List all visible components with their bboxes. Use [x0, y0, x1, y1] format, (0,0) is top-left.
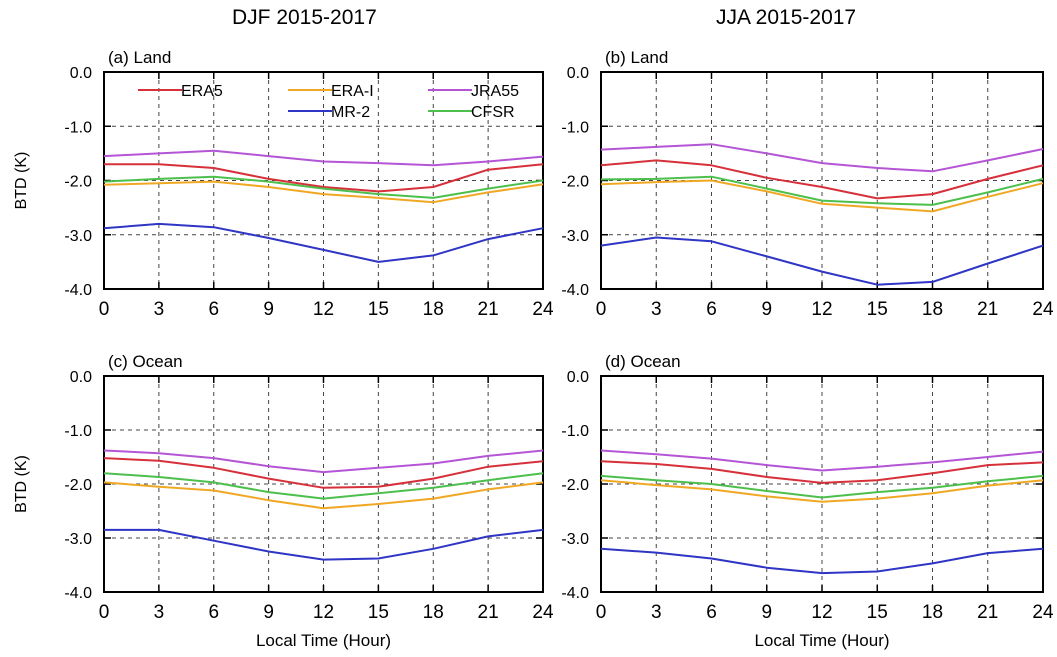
x-tick-label: 12 — [313, 602, 334, 623]
y-tick-label: -1.0 — [561, 119, 589, 136]
x-tick-label: 6 — [208, 299, 219, 320]
panel-d: 0 3 6 9 12 15 18 21 24 0.0 -1.0 -2.0 -3.0 -4.0 (d) Oce… — [561, 352, 1054, 650]
legend: ERA5 ERA-I JRA55 MR-2 CFSR — [138, 83, 519, 121]
series-line-cfsr — [103, 175, 544, 199]
y-tick-label: -4.0 — [64, 585, 92, 602]
x-tick-label: 9 — [263, 299, 274, 320]
x-tick-label: 18 — [423, 602, 444, 623]
y-axis-label: BTD (K) — [13, 455, 30, 513]
legend-label-jra55: JRA55 — [471, 83, 519, 100]
series-line-jra55 — [600, 143, 1044, 173]
x-tick-label: 15 — [867, 602, 888, 623]
series-line-mr-2 — [600, 236, 1044, 286]
x-tick-label: 24 — [532, 602, 554, 623]
y-tick-label: -2.0 — [64, 477, 92, 494]
y-tick-label: -3.0 — [561, 531, 589, 548]
x-tick-label: 21 — [977, 299, 998, 320]
x-tick-label: 3 — [154, 602, 165, 623]
panel-label: (a) Land — [108, 48, 171, 67]
series-line-era5 — [104, 163, 544, 193]
x-tick-label: 15 — [368, 602, 389, 623]
x-tick-label: 9 — [761, 299, 772, 320]
x-tick-label: 0 — [99, 602, 110, 623]
series-line-era-i — [600, 179, 1044, 213]
series-line-era5 — [103, 457, 544, 489]
series-line-cfsr — [600, 474, 1044, 499]
x-tick-label: 21 — [977, 602, 998, 623]
series-line-cfsr — [600, 175, 1044, 206]
panel-a: 0 3 6 9 12 15 18 21 24 0.0 -1.0 -2.0 -3.0 -4.0 (a) Lan… — [13, 48, 554, 320]
panel-b: 0 3 6 9 12 15 18 21 24 0.0 -1.0 -2.0 -3.0 -4.0 (b) Lan… — [561, 48, 1054, 320]
x-axis-label: Local Time (Hour) — [754, 631, 889, 650]
legend-label-era-i: ERA-I — [331, 83, 374, 100]
series-line-mr-2 — [103, 222, 544, 263]
panel-label: (b) Land — [605, 48, 668, 67]
y-tick-label: 0.0 — [567, 369, 589, 386]
x-tick-label: 0 — [596, 602, 607, 623]
x-axis-label: Local Time (Hour) — [256, 631, 391, 650]
y-tick-label: -2.0 — [561, 174, 589, 191]
series-line-jra55 — [103, 449, 544, 474]
y-tick-label: -2.0 — [64, 174, 92, 191]
panel-label: (d) Ocean — [605, 352, 681, 371]
y-tick-label: -4.0 — [64, 282, 92, 299]
y-tick-label: -3.0 — [561, 228, 589, 245]
legend-label-cfsr: CFSR — [471, 104, 515, 121]
series-line-jra55 — [600, 449, 1044, 472]
x-tick-label: 24 — [532, 299, 554, 320]
x-tick-label: 6 — [706, 299, 717, 320]
y-tick-label: 0.0 — [70, 369, 92, 386]
x-tick-label: 24 — [1032, 299, 1054, 320]
x-tick-label: 3 — [154, 299, 165, 320]
legend-label-mr-2: MR-2 — [331, 104, 370, 121]
x-tick-label: 24 — [1032, 602, 1054, 623]
x-tick-label: 9 — [761, 602, 772, 623]
y-tick-label: -1.0 — [64, 423, 92, 440]
x-tick-label: 12 — [313, 299, 334, 320]
y-tick-label: -1.0 — [561, 423, 589, 440]
x-tick-label: 21 — [478, 299, 499, 320]
y-tick-label: -4.0 — [561, 282, 589, 299]
x-tick-label: 12 — [811, 602, 832, 623]
series-line-era-i — [600, 479, 1044, 503]
series-line-era-i — [103, 180, 544, 204]
x-tick-label: 6 — [706, 602, 717, 623]
y-tick-label: 0.0 — [70, 65, 92, 82]
series-line-era5 — [600, 159, 1044, 200]
y-tick-label: -1.0 — [64, 119, 92, 136]
panel-label: (c) Ocean — [108, 352, 183, 371]
column-title-djf: DJF 2015-2017 — [232, 6, 377, 29]
y-tick-label: -4.0 — [561, 585, 589, 602]
x-tick-label: 3 — [651, 602, 662, 623]
x-tick-label: 3 — [651, 299, 662, 320]
y-tick-label: -3.0 — [64, 228, 92, 245]
x-tick-label: 12 — [811, 299, 832, 320]
series-line-jra55 — [103, 149, 544, 167]
x-tick-label: 15 — [368, 299, 389, 320]
x-tick-label: 18 — [922, 602, 943, 623]
series-line-cfsr — [103, 472, 544, 500]
column-title-jja: JJA 2015-2017 — [716, 6, 857, 29]
panel-c: 0 3 6 9 12 15 18 21 24 0.0 -1.0 -2.0 -3.0 -4.0 (c) Oce… — [13, 352, 554, 650]
x-tick-label: 15 — [867, 299, 888, 320]
y-tick-label: 0.0 — [567, 65, 589, 82]
y-axis-label: BTD (K) — [13, 152, 30, 210]
series-line-era5 — [600, 460, 1044, 484]
x-tick-label: 18 — [423, 299, 444, 320]
x-tick-label: 6 — [208, 602, 219, 623]
y-tick-label: -3.0 — [64, 531, 92, 548]
legend-label-era5: ERA5 — [181, 83, 223, 100]
series-line-mr-2 — [600, 547, 1044, 575]
x-tick-label: 9 — [263, 602, 274, 623]
y-tick-label: -2.0 — [561, 477, 589, 494]
x-tick-label: 0 — [596, 299, 607, 320]
x-tick-label: 21 — [478, 602, 499, 623]
x-tick-label: 18 — [922, 299, 943, 320]
series-line-mr-2 — [104, 528, 544, 561]
x-tick-label: 0 — [99, 299, 110, 320]
series-line-era-i — [103, 481, 544, 510]
